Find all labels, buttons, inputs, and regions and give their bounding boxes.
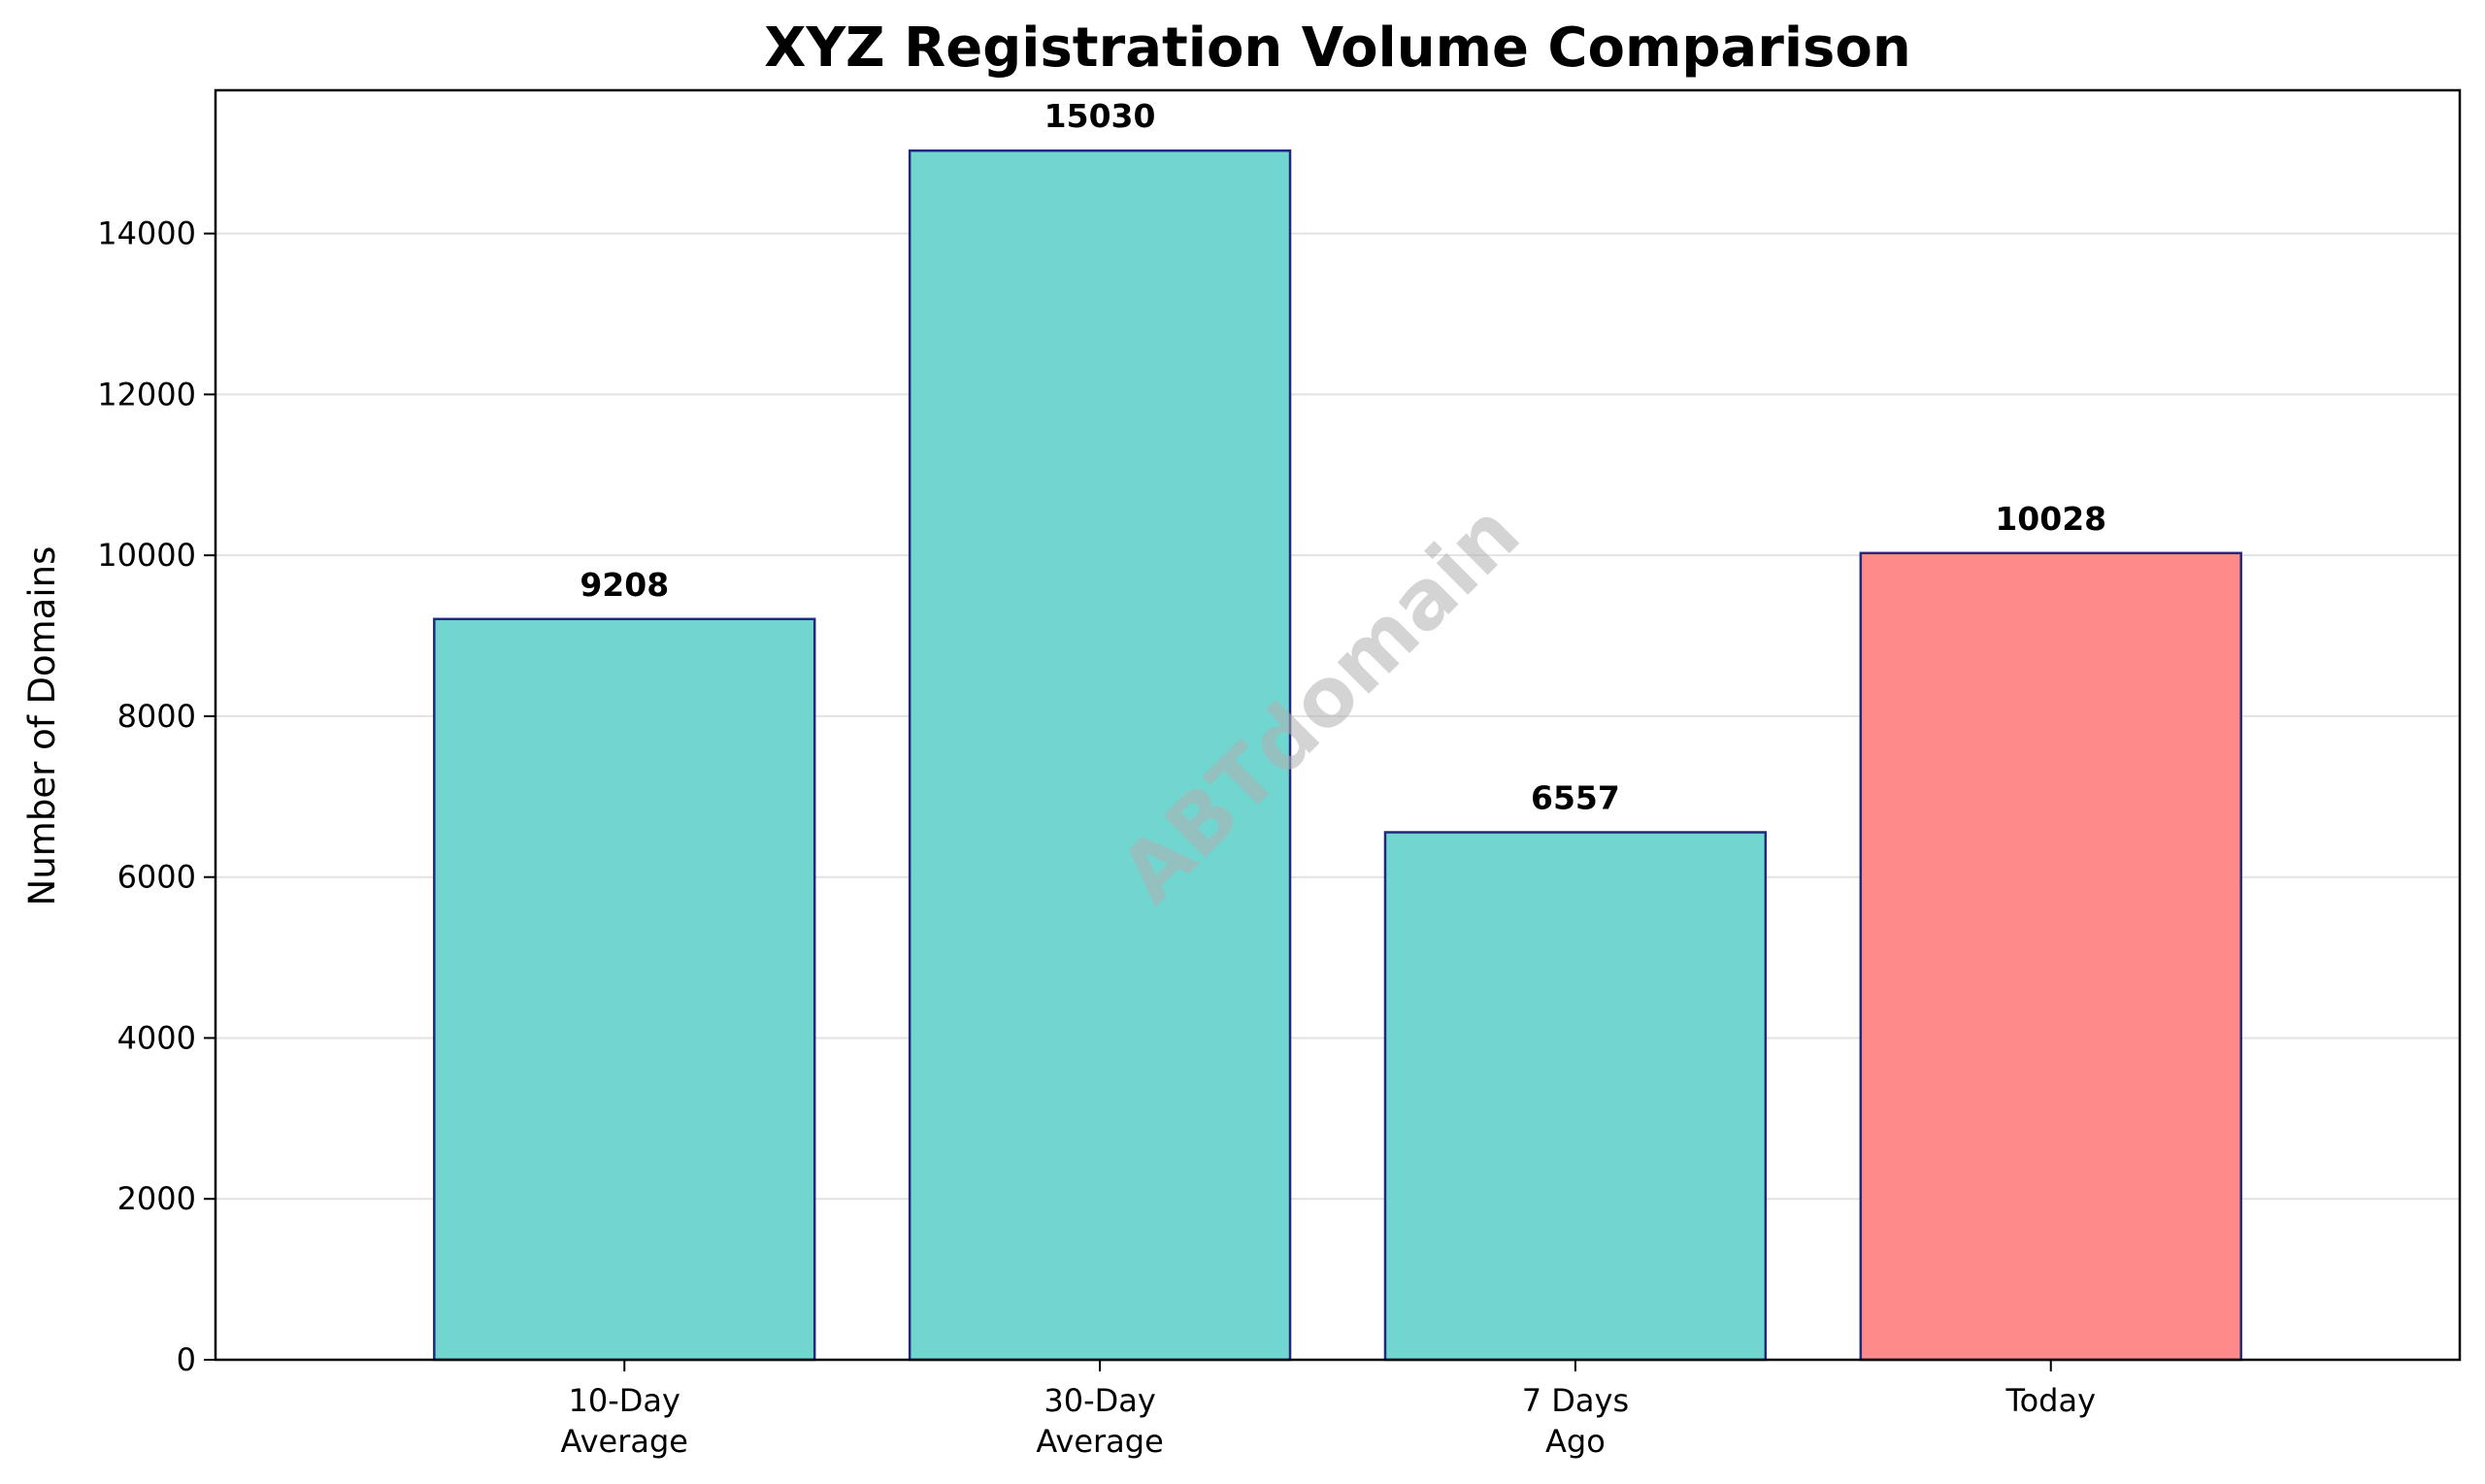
y-tick-label: 14000 [97, 215, 196, 252]
bar-3 [1859, 551, 2242, 1362]
bar-value-label: 15030 [1044, 97, 1156, 135]
x-tick-label-line: 30-Day [1044, 1382, 1155, 1419]
x-tick-label: 30-Day Average [1036, 1382, 1163, 1460]
x-tick-label-line: Average [1036, 1423, 1163, 1460]
bar-value-label: 6557 [1531, 779, 1620, 817]
y-tick-label: 4000 [117, 1019, 196, 1056]
axis-ticks: 0 2000 4000 6000 8000 10000 12000 14000 10-Day Av… [97, 215, 2096, 1460]
x-tick-label: 7 Days Ago [1522, 1382, 1629, 1460]
y-tick-label: 6000 [117, 859, 196, 896]
y-tick-label: 8000 [117, 698, 196, 735]
y-axis-label: Number of Domains [21, 546, 63, 907]
plot-frame [214, 88, 2462, 1362]
data-labels: 9208 15030 6557 10028 [580, 97, 2106, 816]
bar-value-label: 10028 [1995, 500, 2106, 538]
x-tick-label-line: Average [561, 1423, 688, 1460]
bar-value-label: 9208 [580, 566, 669, 604]
y-tick-label: 10000 [97, 537, 196, 574]
bar-0 [433, 617, 816, 1362]
bar-2 [1383, 831, 1768, 1362]
y-tick-label: 0 [177, 1341, 196, 1378]
x-tick-label-line: 7 Days [1522, 1382, 1629, 1419]
y-tick-label: 2000 [117, 1180, 196, 1217]
x-tick-label-line: Ago [1545, 1423, 1606, 1460]
x-tick-label: Today [2005, 1382, 2096, 1419]
bar-1 [908, 148, 1292, 1362]
x-tick-label-line: Today [2005, 1382, 2096, 1419]
x-tick-label: 10-Day Average [561, 1382, 688, 1460]
x-tick-label-line: 10-Day [569, 1382, 680, 1419]
y-tick-label: 12000 [97, 376, 196, 412]
chart-title: XYZ Registration Volume Comparison [764, 16, 1910, 80]
